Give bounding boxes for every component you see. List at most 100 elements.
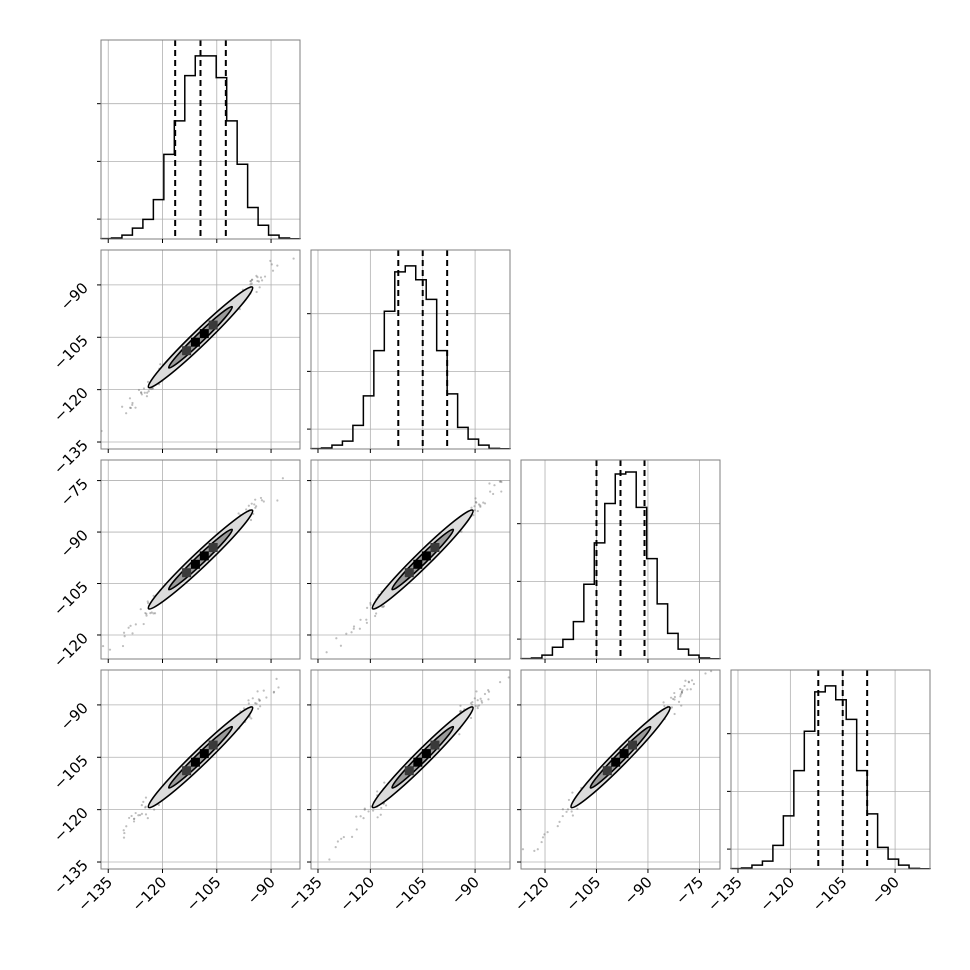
scatter-point [256, 276, 259, 279]
scatter-point [680, 692, 683, 695]
scatter-point [251, 278, 254, 281]
scatter-point [289, 664, 291, 666]
scatter-point [487, 690, 491, 693]
scatter-point [479, 697, 482, 700]
scatter-point [145, 614, 148, 617]
scatter-point [259, 705, 262, 708]
scatter-point [487, 698, 490, 701]
scatter-point [381, 605, 385, 609]
density-core [190, 559, 200, 569]
scatter-point [128, 406, 132, 409]
panel-frame [310, 249, 511, 450]
scatter-point [250, 278, 254, 281]
scatter-point [298, 879, 300, 881]
scatter-point [680, 690, 683, 694]
density-core [199, 329, 209, 339]
scatter-point [487, 689, 490, 692]
scatter-point [474, 500, 478, 504]
scatter-point [473, 509, 476, 512]
scatter-point [142, 622, 145, 626]
y-tick-label: −90 [57, 279, 92, 314]
scatter-point [473, 505, 476, 508]
scatter-point [687, 680, 690, 683]
scatter-point [146, 600, 149, 603]
scatter-point [546, 831, 549, 834]
scatter-point [131, 403, 134, 406]
panel-2-1 [307, 459, 511, 663]
scatter-point [673, 712, 676, 716]
scatter-point [270, 263, 273, 266]
scatter-point [255, 274, 258, 278]
scatter-point [123, 831, 126, 835]
y-tick-label: −105 [50, 751, 92, 793]
scatter-point [260, 279, 264, 282]
scatter-point [269, 259, 272, 262]
x-tick-label: −90 [448, 873, 483, 908]
scatter-point [469, 702, 473, 705]
panel-3-2: −120 −105 −90 −75 [511, 664, 721, 915]
panel-content [101, 664, 300, 869]
scatter-point [147, 390, 150, 393]
panel-content [101, 460, 300, 659]
scatter-point [673, 691, 676, 695]
scatter-point [242, 707, 246, 710]
scatter-point [255, 702, 258, 705]
scatter-point [145, 395, 149, 398]
scatter-point [470, 506, 473, 509]
scatter-point [556, 825, 559, 828]
scatter-point [140, 804, 143, 807]
scatter-point [144, 806, 147, 809]
scatter-point [101, 644, 105, 648]
scatter-point [498, 480, 502, 483]
scatter-point [138, 814, 142, 817]
scatter-point [671, 697, 675, 701]
scatter-point [350, 631, 353, 634]
scatter-point [159, 363, 162, 366]
scatter-point [379, 813, 382, 816]
panel-frame [310, 459, 511, 660]
scatter-point [258, 699, 261, 702]
scatter-point [256, 279, 259, 283]
scatter-point [489, 490, 492, 493]
scatter-point [147, 601, 150, 605]
panel-3-3: −135 −120 −105 −90 [704, 669, 931, 915]
scatter-point [500, 490, 503, 493]
density-core [602, 766, 612, 776]
scatter-point [262, 689, 265, 692]
scatter-point [683, 684, 686, 688]
scatter-point [334, 846, 337, 849]
scatter-point [679, 693, 682, 696]
scatter-point [254, 506, 257, 509]
scatter-point [275, 677, 278, 680]
x-tick-label: −120 [511, 873, 553, 915]
scatter-point [145, 612, 148, 615]
scatter-point [123, 635, 126, 638]
density-core [619, 749, 629, 759]
scatter-point [459, 710, 462, 713]
y-tick-label: −90 [57, 526, 92, 561]
scatter-point [272, 690, 276, 693]
density-core [421, 749, 431, 759]
scatter-point [150, 387, 153, 391]
scatter-point [257, 280, 260, 283]
panel-content [311, 460, 510, 659]
scatter-point [483, 502, 487, 505]
scatter-point [335, 637, 338, 640]
scatter-point [680, 690, 684, 693]
density-core [404, 766, 414, 776]
scatter-point [140, 391, 143, 394]
scatter-point [294, 247, 296, 249]
scatter-point [507, 676, 510, 679]
scatter-point [121, 644, 125, 648]
scatter-point [476, 705, 479, 708]
scatter-point [144, 611, 147, 615]
density-core [182, 766, 192, 776]
scatter-point [712, 664, 714, 666]
scatter-point [363, 808, 366, 811]
scatter-point [328, 858, 331, 861]
scatter-point [142, 800, 145, 803]
scatter-point [129, 406, 132, 410]
scatter-point [365, 618, 368, 621]
scatter-point [142, 387, 146, 390]
